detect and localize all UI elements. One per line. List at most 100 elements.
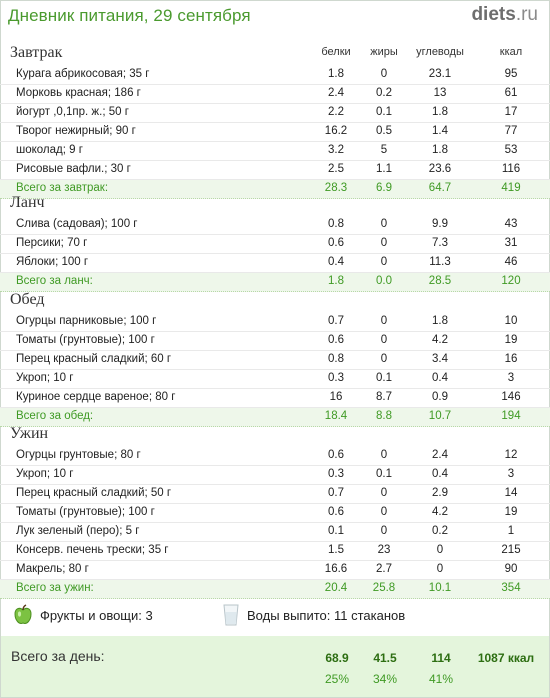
food-row-fat: 0 <box>380 449 388 461</box>
food-row-kcal: 19 <box>504 334 518 346</box>
food-row-kcal: 116 <box>501 163 521 175</box>
meal-total-row-protein: 28.3 <box>324 182 348 194</box>
meal-total-row-protein: 1.8 <box>328 275 344 287</box>
food-row-carbs: 1.4 <box>432 125 448 137</box>
food-row[interactable]: Куриное сердце вареное; 80 г 16 8.7 0.9 146 <box>0 389 550 408</box>
meal-total-row-fat: 8.8 <box>376 410 392 422</box>
column-header-protein: белки <box>321 46 351 58</box>
food-row-kcal: 31 <box>504 237 518 249</box>
food-row-kcal: 215 <box>501 544 521 556</box>
food-row[interactable]: Огурцы парниковые; 100 г 0.7 0 1.8 10 <box>0 313 550 332</box>
food-row-fat: 0 <box>380 237 388 249</box>
meal-total-row-kcal: 120 <box>501 275 521 287</box>
food-row-protein: 0.7 <box>328 315 344 327</box>
food-row-name: Слива (садовая); 100 г <box>16 218 138 230</box>
meal-total-row-protein: 20.4 <box>324 582 348 594</box>
food-row-carbs: 7.3 <box>432 237 448 249</box>
food-row-protein: 1.8 <box>328 68 344 80</box>
food-row-protein: 0.6 <box>328 449 344 461</box>
food-row-name: Творог нежирный; 90 г <box>16 125 136 137</box>
food-row[interactable]: Перец красный сладкий; 60 г 0.8 0 3.4 16 <box>0 351 550 370</box>
day-protein: 68.9 <box>325 651 349 665</box>
meal-header: Завтрак белки жиры углеводы ккал <box>0 42 550 66</box>
food-row-kcal: 17 <box>504 106 518 118</box>
food-row-carbs: 0 <box>436 563 444 575</box>
food-row-kcal: 53 <box>504 144 518 156</box>
food-row-protein: 0.8 <box>328 353 344 365</box>
food-row[interactable]: Томаты (грунтовые); 100 г 0.6 0 4.2 19 <box>0 504 550 523</box>
brand-logo[interactable]: diets.ru <box>471 4 538 26</box>
brand-tld: .ru <box>515 4 538 25</box>
food-row-name: Курага абрикосовая; 35 г <box>16 68 150 80</box>
meal-section: Ужин Огурцы грунтовые; 80 г 0.6 0 2.4 12 Укроп… <box>0 423 550 599</box>
food-row-kcal: 16 <box>504 353 518 365</box>
food-row-kcal: 19 <box>504 506 518 518</box>
food-row-fat: 0 <box>380 218 388 230</box>
column-header-carbs: углеводы <box>416 46 464 58</box>
food-row[interactable]: Томаты (грунтовые); 100 г 0.6 0 4.2 19 <box>0 332 550 351</box>
food-row-protein: 0.7 <box>328 487 344 499</box>
food-row[interactable]: Слива (садовая); 100 г 0.8 0 9.9 43 <box>0 216 550 235</box>
food-row-name: Огурцы грунтовые; 80 г <box>16 449 141 461</box>
food-row-carbs: 1.8 <box>432 144 448 156</box>
fruit-veg-count: Фрукты и овощи: 3 <box>40 608 153 623</box>
food-row-kcal: 14 <box>504 487 518 499</box>
food-row-protein: 0.4 <box>328 256 344 268</box>
food-row-carbs: 1.8 <box>432 106 448 118</box>
food-row-fat: 8.7 <box>376 391 392 403</box>
food-row[interactable]: Морковь красная; 186 г 2.4 0.2 13 61 <box>0 85 550 104</box>
food-row-fat: 0 <box>380 256 388 268</box>
food-row-fat: 0 <box>380 353 388 365</box>
food-row[interactable]: Укроп; 10 г 0.3 0.1 0.4 3 <box>0 466 550 485</box>
food-row[interactable]: шоколад; 9 г 3.2 5 1.8 53 <box>0 142 550 161</box>
meal-header: Обед <box>0 289 550 313</box>
food-row[interactable]: Перец красный сладкий; 50 г 0.7 0 2.9 14 <box>0 485 550 504</box>
misc-stats: Фрукты и овощи: 3 Воды выпито: 11 стакан… <box>0 600 550 634</box>
meal-title: Обед <box>10 291 45 308</box>
apple-icon <box>14 604 32 624</box>
meal-title: Ужин <box>10 425 49 442</box>
food-row-fat: 0 <box>380 315 388 327</box>
food-row-name: шоколад; 9 г <box>16 144 83 156</box>
food-row-protein: 0.3 <box>328 372 344 384</box>
food-row-protein: 16 <box>329 391 343 403</box>
food-row[interactable]: Персики; 70 г 0.6 0 7.3 31 <box>0 235 550 254</box>
food-row-protein: 0.8 <box>328 218 344 230</box>
food-row-carbs: 23.6 <box>428 163 452 175</box>
food-row[interactable]: йогурт ,0,1пр. ж.; 50 г 2.2 0.1 1.8 17 <box>0 104 550 123</box>
food-row-carbs: 0.2 <box>432 525 448 537</box>
food-row-protein: 2.4 <box>328 87 344 99</box>
food-row-kcal: 3 <box>507 372 515 384</box>
food-row-kcal: 61 <box>504 87 518 99</box>
meal-total-row-carbs: 10.1 <box>428 582 452 594</box>
meal-title: Ланч <box>10 194 45 211</box>
column-header-kcal: ккал <box>499 46 523 58</box>
page-title: Дневник питания, 29 сентября <box>8 6 251 25</box>
food-row-name: Укроп; 10 г <box>16 372 74 384</box>
food-row-carbs: 2.4 <box>432 449 448 461</box>
food-row[interactable]: Консерв. печень трески; 35 г 1.5 23 0 215 <box>0 542 550 561</box>
food-row-kcal: 90 <box>504 563 518 575</box>
day-total-panel: Всего за день: 68.9 41.5 114 1087 ккал 2… <box>1 636 549 697</box>
food-row[interactable]: Яблоки; 100 г 0.4 0 11.3 46 <box>0 254 550 273</box>
food-row[interactable]: Лук зеленый (перо); 5 г 0.1 0 0.2 1 <box>0 523 550 542</box>
food-row[interactable]: Курага абрикосовая; 35 г 1.8 0 23.1 95 <box>0 66 550 85</box>
food-row[interactable]: Макрель; 80 г 16.6 2.7 0 90 <box>0 561 550 580</box>
food-row-name: Перец красный сладкий; 60 г <box>16 353 172 365</box>
food-row[interactable]: Рисовые вафли.; 30 г 2.5 1.1 23.6 116 <box>0 161 550 180</box>
food-row[interactable]: Творог нежирный; 90 г 16.2 0.5 1.4 77 <box>0 123 550 142</box>
food-row-protein: 0.6 <box>328 506 344 518</box>
food-row-fat: 0 <box>380 334 388 346</box>
day-total-label: Всего за день: <box>11 648 105 664</box>
food-row[interactable]: Огурцы грунтовые; 80 г 0.6 0 2.4 12 <box>0 447 550 466</box>
food-row-fat: 0.5 <box>376 125 392 137</box>
food-row-carbs: 4.2 <box>432 506 448 518</box>
meal-total-row: Всего за ужин: 20.4 25.8 10.1 354 <box>0 580 550 599</box>
food-row-fat: 0 <box>380 487 388 499</box>
meal-total-row-name: Всего за ужин: <box>16 582 94 594</box>
food-row-name: Томаты (грунтовые); 100 г <box>16 506 155 518</box>
food-row[interactable]: Укроп; 10 г 0.3 0.1 0.4 3 <box>0 370 550 389</box>
food-row-carbs: 0.4 <box>432 468 448 480</box>
food-row-name: Перец красный сладкий; 50 г <box>16 487 172 499</box>
food-row-name: Лук зеленый (перо); 5 г <box>16 525 140 537</box>
